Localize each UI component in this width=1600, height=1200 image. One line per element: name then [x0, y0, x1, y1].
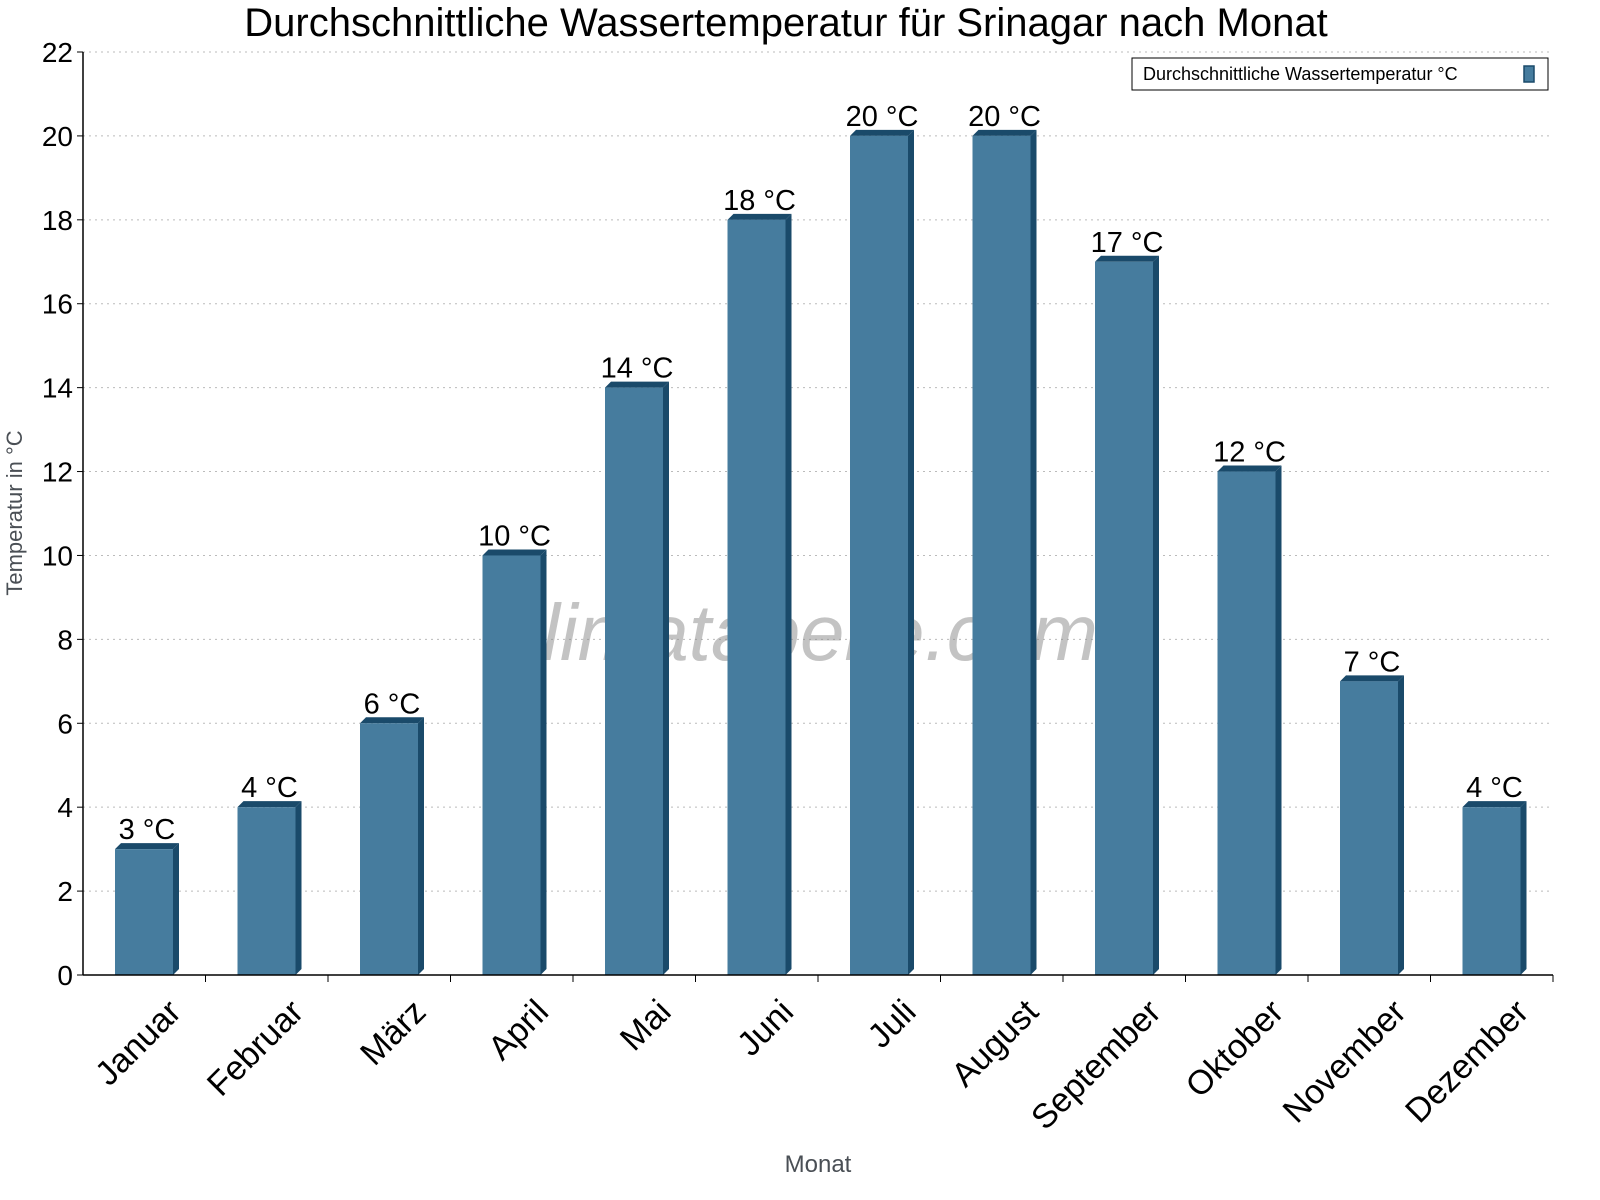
x-tick-label: Juli [861, 993, 924, 1056]
bar-top [237, 801, 302, 808]
x-tick-label: August [944, 992, 1046, 1094]
y-tick-label: 20 [42, 121, 73, 152]
data-label: 20 °C [968, 101, 1041, 133]
bar-side [173, 843, 179, 975]
x-tick-label: Oktober [1179, 993, 1291, 1105]
bar-side [1030, 129, 1037, 976]
y-tick-label: 0 [57, 960, 73, 991]
y-tick-label: 8 [57, 624, 73, 655]
bar [972, 135, 1031, 976]
bar-side [785, 213, 792, 975]
bar-top [1462, 801, 1527, 808]
data-label: 4 °C [1466, 772, 1523, 804]
y-tick-label: 16 [42, 289, 73, 320]
bar [360, 723, 418, 975]
legend-swatch [1523, 65, 1535, 83]
bar [605, 387, 663, 975]
data-label: 7 °C [1344, 646, 1401, 678]
bar [1095, 261, 1153, 976]
chart-title: Durchschnittliche Wassertemperatur für S… [244, 1, 1327, 45]
y-tick-label: 2 [57, 876, 73, 907]
bars: 3 °C 4 °C 6 °C 10 °C 14 °C 18 °C 20 °C 20 °C 17 … [115, 101, 1527, 976]
x-tick-label: Dezember [1398, 993, 1536, 1131]
y-axis-label: Temperatur in °C [2, 430, 27, 595]
y-tick-label: 10 [42, 540, 73, 571]
x-tick-label: April [481, 993, 556, 1068]
bar-top [605, 381, 669, 388]
data-label: 18 °C [723, 185, 796, 217]
bar-top [360, 717, 424, 724]
bar [727, 219, 786, 975]
bar [237, 807, 296, 975]
bar [1340, 681, 1398, 975]
legend-box [1131, 57, 1549, 91]
bar-side [1275, 465, 1282, 975]
data-label: 12 °C [1213, 437, 1286, 469]
legend-label: Durchschnittliche Wassertemperatur °C [1143, 64, 1458, 84]
legend: Durchschnittliche Wassertemperatur °C [1131, 57, 1549, 91]
x-tick-label: Mai [613, 993, 679, 1059]
data-label: 17 °C [1091, 227, 1164, 259]
bar-side [540, 549, 547, 975]
bar-top [727, 213, 792, 220]
y-tick-label: 4 [57, 792, 73, 823]
y-tick-label: 22 [42, 37, 73, 68]
bar-side [1520, 801, 1527, 975]
data-label: 4 °C [241, 772, 298, 804]
y-tick-label: 14 [42, 373, 73, 404]
bar-top [1095, 255, 1159, 262]
bar-top [972, 129, 1037, 136]
x-axis-label: Monat [785, 1151, 852, 1178]
bar [482, 555, 541, 975]
bar [1462, 807, 1521, 975]
bar-side [1153, 255, 1159, 976]
bar-top [1217, 465, 1282, 472]
bar-side [418, 717, 424, 975]
x-tick-label: September [1024, 993, 1168, 1137]
y-tick-label: 6 [57, 708, 73, 739]
data-label: 14 °C [601, 353, 674, 385]
data-label: 6 °C [364, 688, 421, 720]
bar-side [295, 801, 302, 975]
bar-top [1340, 675, 1404, 682]
x-tick-label: November [1276, 993, 1414, 1131]
y-tick-label: 18 [42, 205, 73, 236]
x-tick-label: März [353, 993, 433, 1073]
bar-side [908, 129, 914, 976]
gridlines [83, 51, 1553, 892]
bar-side [1398, 675, 1404, 975]
x-tick-label: Januar [88, 993, 188, 1093]
data-label: 3 °C [119, 814, 176, 846]
bar [115, 849, 173, 975]
x-tick-label: Februar [200, 993, 311, 1104]
bar-top [115, 843, 179, 850]
bar-top [482, 549, 547, 556]
data-label: 10 °C [478, 520, 551, 552]
data-label: 20 °C [846, 101, 919, 133]
x-tick-label: Juni [730, 993, 801, 1064]
bar-top [850, 129, 914, 136]
y-tick-label: 12 [42, 457, 73, 488]
bar [1217, 471, 1276, 975]
bar-side [663, 381, 669, 975]
bar [850, 135, 908, 976]
